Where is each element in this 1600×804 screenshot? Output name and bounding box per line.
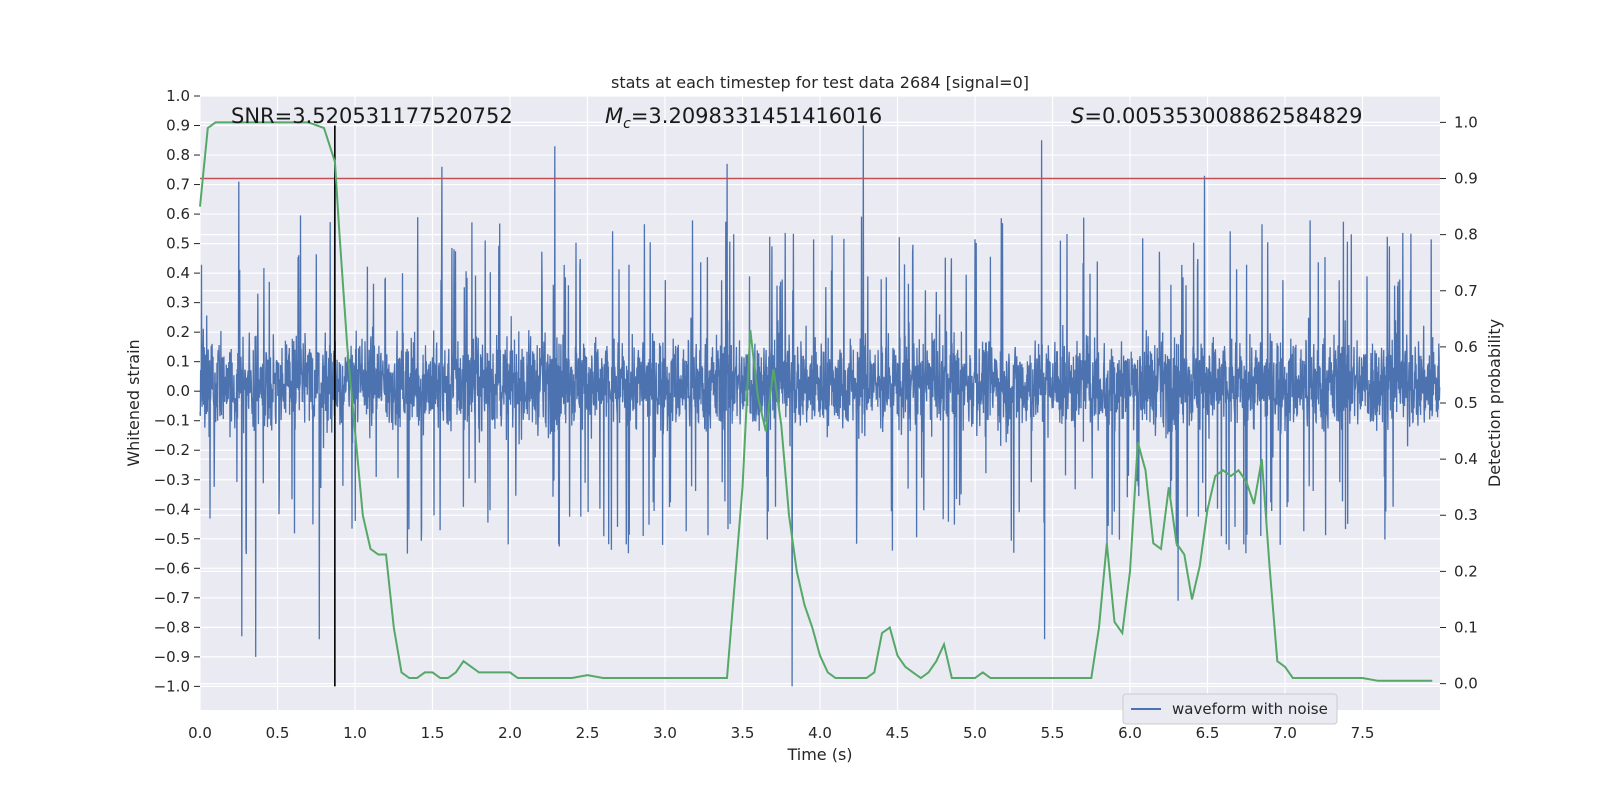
y-right-tick-label: 0.4 [1454,450,1478,468]
y-left-tick-label: −0.8 [154,618,190,636]
x-tick-label: 3.5 [731,724,755,742]
y-right-tick-label: 0.1 [1454,618,1478,636]
x-tick-label: 2.0 [498,724,522,742]
x-tick-label: 0.0 [188,724,212,742]
x-tick-label: 6.0 [1118,724,1142,742]
legend-label: waveform with noise [1172,700,1328,718]
x-tick-label: 5.0 [963,724,987,742]
y-left-tick-label: −0.9 [154,648,190,666]
x-tick-label: 3.0 [653,724,677,742]
probability-series [199,121,1433,682]
y-right-tick-label: 0.8 [1454,226,1478,244]
chirp-mass-subscript: c [623,116,631,132]
y-right-tick-label: 0.5 [1454,394,1478,412]
y-left-tick-label: 1.0 [166,87,190,105]
x-tick-label: 7.5 [1351,724,1375,742]
x-tick-label: 4.0 [808,724,832,742]
y-left-axis-ticks: 1.0 0.9 0.8 0.7 0.6 0.5 0.4 0.3 0.2 0.1 0.0 −0.1 −0.… [154,87,200,695]
chirp-mass-value: =3.2098331451416016 [631,104,882,128]
y-left-tick-label: 0.1 [166,353,190,371]
y-left-tick-label: 0.8 [166,146,190,164]
y-left-tick-label: 0.6 [166,205,190,223]
y-left-tick-label: −0.7 [154,589,190,607]
y-left-tick-label: 0.0 [166,382,190,400]
chirp-mass-annotation: Mc=3.2098331451416016 [605,104,882,132]
y-right-tick-label: 0.7 [1454,282,1478,300]
legend-box [1122,693,1338,725]
y-left-tick-label: −0.1 [154,412,190,430]
y-left-tick-label: 0.5 [166,235,190,253]
x-tick-label: 1.0 [343,724,367,742]
y-left-axis-label: Whitened strain [124,339,143,466]
y-right-tick-label: 0.2 [1454,562,1478,580]
y-right-tick-label: 0.6 [1454,338,1478,356]
legend: waveform with noise [1122,693,1338,725]
x-tick-label: 7.0 [1273,724,1297,742]
y-right-tick-label: 0.3 [1454,506,1478,524]
waveform-line [199,125,1441,687]
probability-line [199,121,1433,682]
overlay-lines [200,125,1440,687]
y-left-tick-label: −0.4 [154,500,190,518]
s-value: =0.005353008862584829 [1084,104,1362,128]
y-left-tick-label: 0.3 [166,294,190,312]
y-right-tick-label: 1.0 [1454,113,1478,131]
y-right-tick-label: 0.0 [1454,675,1478,693]
x-tick-label: 6.5 [1196,724,1220,742]
y-right-tick-label: 0.9 [1454,170,1478,188]
y-right-axis-ticks: 1.0 0.9 0.8 0.7 0.6 0.5 0.4 0.3 0.2 0.1 0.0 [1440,113,1478,693]
y-left-tick-label: −0.2 [154,441,190,459]
x-axis-label: Time (s) [786,745,852,764]
x-tick-label: 1.5 [421,724,445,742]
y-left-tick-label: −0.3 [154,471,190,489]
s-symbol: S [1071,104,1084,128]
x-tick-label: 2.5 [576,724,600,742]
chart-title: stats at each timestep for test data 268… [611,73,1029,92]
y-left-tick-label: 0.2 [166,323,190,341]
x-tick-label: 5.5 [1041,724,1065,742]
s-annotation: S=0.005353008862584829 [1071,104,1362,128]
y-left-tick-label: −1.0 [154,677,190,695]
x-axis-ticks: 0.0 0.5 1.0 1.5 2.0 2.5 3.0 3.5 4.0 4.5 5.0 5.5 6.0 6… [188,724,1374,742]
y-right-axis-label: Detection probability [1485,319,1504,487]
y-left-tick-label: 0.7 [166,176,190,194]
waveform-series [199,125,1441,687]
y-left-tick-label: 0.9 [166,117,190,135]
x-tick-label: 0.5 [266,724,290,742]
chirp-mass-symbol: M [605,104,623,128]
y-left-tick-label: −0.6 [154,559,190,577]
y-left-tick-label: 0.4 [166,264,190,282]
y-left-tick-label: −0.5 [154,530,190,548]
x-tick-label: 4.5 [886,724,910,742]
snr-annotation: SNR=3.520531177520752 [231,104,513,128]
